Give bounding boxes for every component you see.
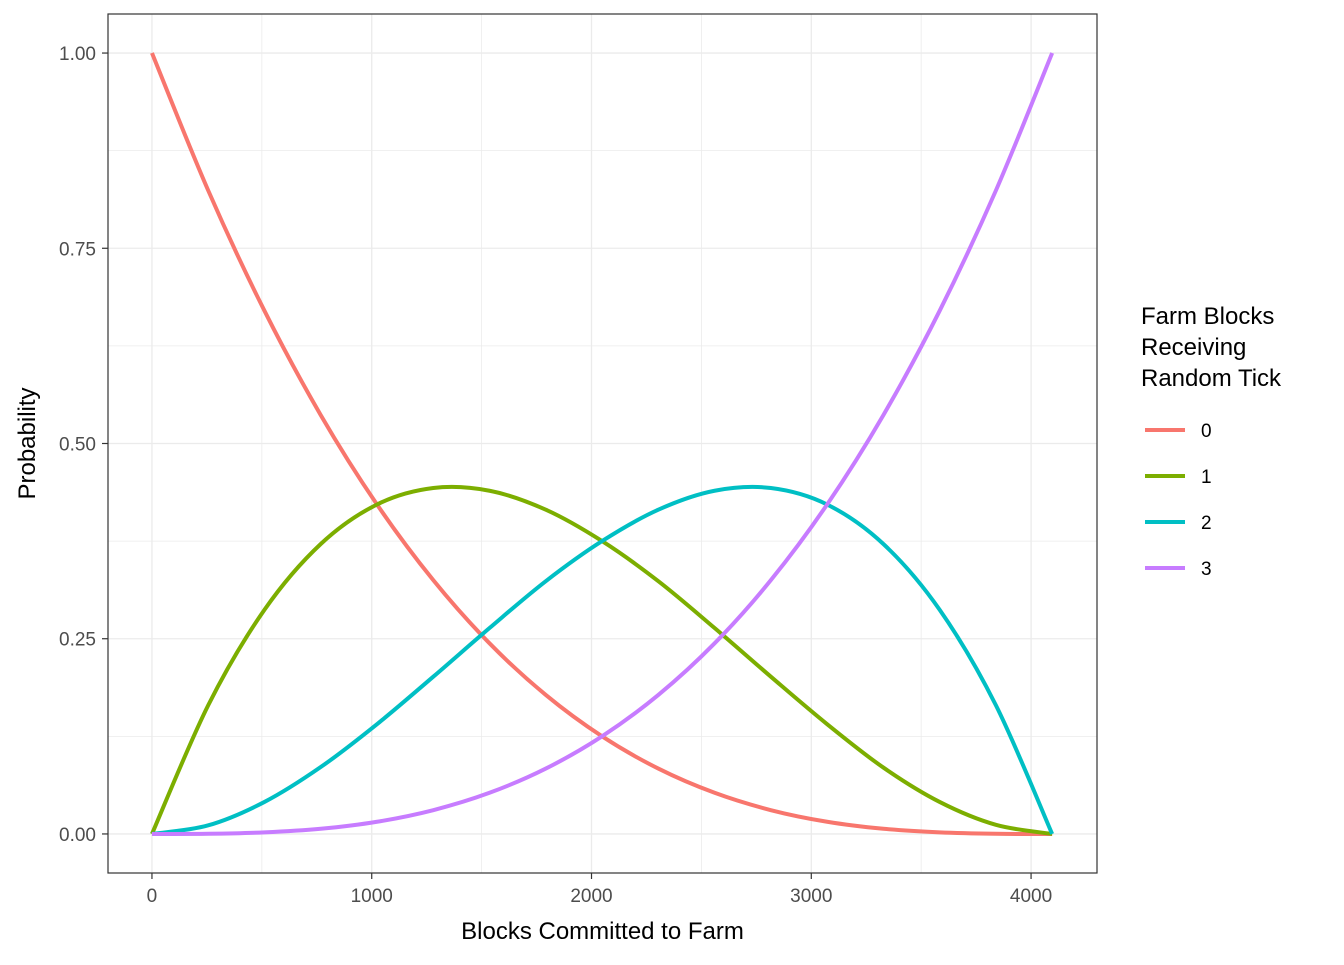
y-axis: 0.00 0.25 0.50 0.75 1.00 xyxy=(59,44,108,846)
y-tick-label: 0.25 xyxy=(59,630,96,651)
legend-label-2: 2 xyxy=(1201,513,1212,534)
x-axis: 0 1000 2000 3000 4000 xyxy=(147,873,1052,907)
x-tick-label: 3000 xyxy=(790,886,832,907)
series-line-2 xyxy=(151,484,1055,836)
x-tick-label: 0 xyxy=(147,886,158,907)
y-tick-label: 0.00 xyxy=(59,825,96,846)
legend-title: Farm Blocks Receiving Random Tick xyxy=(1141,303,1282,392)
legend-label-3: 3 xyxy=(1201,559,1212,580)
y-axis-title: Probability xyxy=(14,387,41,499)
legend-label-1: 1 xyxy=(1201,467,1212,488)
y-tick-label: 0.50 xyxy=(59,435,96,456)
legend-items: 0 1 2 3 xyxy=(1145,421,1212,580)
x-tick-label: 2000 xyxy=(570,886,612,907)
legend: Farm Blocks Receiving Random Tick 0 1 2 3 xyxy=(1141,303,1282,580)
grid xyxy=(108,14,1097,873)
x-axis-title: Blocks Committed to Farm xyxy=(461,918,744,945)
y-tick-label: 1.00 xyxy=(59,44,96,65)
series-line-0 xyxy=(150,52,1053,836)
legend-title-line: Receiving xyxy=(1141,334,1246,361)
x-tick-label: 1000 xyxy=(351,886,393,907)
legend-label-0: 0 xyxy=(1201,421,1212,442)
legend-title-line: Random Tick xyxy=(1141,365,1282,392)
series-line-1 xyxy=(150,484,1053,836)
series-line-3 xyxy=(151,52,1055,836)
y-tick-label: 0.75 xyxy=(59,239,96,260)
legend-title-line: Farm Blocks xyxy=(1141,303,1274,330)
series-lines xyxy=(150,52,1055,836)
x-tick-label: 4000 xyxy=(1010,886,1052,907)
